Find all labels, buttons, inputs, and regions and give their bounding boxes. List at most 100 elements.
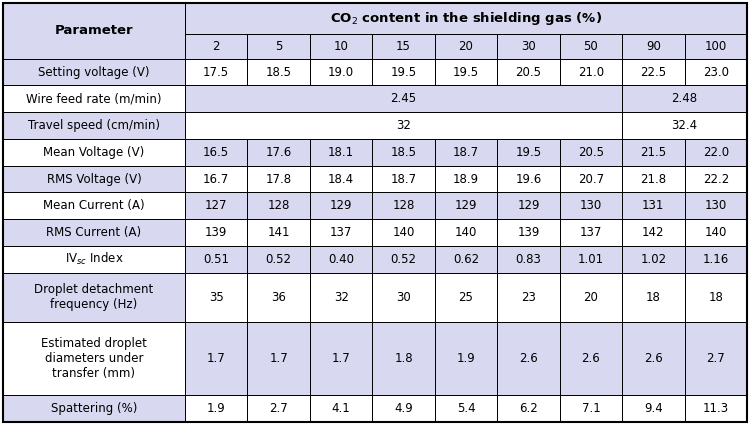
Bar <box>372 395 435 422</box>
Text: 1.7: 1.7 <box>269 352 288 365</box>
Text: 22.5: 22.5 <box>640 65 667 79</box>
Bar <box>3 3 185 59</box>
Text: 0.62: 0.62 <box>453 253 479 266</box>
Text: 140: 140 <box>454 226 477 239</box>
Text: 4.9: 4.9 <box>394 402 413 415</box>
Bar <box>435 193 497 219</box>
Bar <box>622 193 685 219</box>
Bar <box>622 219 685 246</box>
Text: 19.5: 19.5 <box>391 65 416 79</box>
Text: 20: 20 <box>584 291 598 304</box>
Text: 129: 129 <box>330 199 352 212</box>
Bar <box>310 219 372 246</box>
Text: 18.5: 18.5 <box>266 65 292 79</box>
Text: 137: 137 <box>580 226 602 239</box>
Text: 129: 129 <box>454 199 477 212</box>
Text: 23.0: 23.0 <box>703 65 729 79</box>
Bar <box>435 322 497 395</box>
Text: 20.7: 20.7 <box>578 173 604 186</box>
Text: 139: 139 <box>518 226 540 239</box>
Text: Wire feed rate (m/min): Wire feed rate (m/min) <box>26 92 162 105</box>
Text: 18.5: 18.5 <box>391 146 416 159</box>
Text: 2.7: 2.7 <box>706 352 725 365</box>
Bar <box>497 273 560 322</box>
Text: 130: 130 <box>580 199 602 212</box>
Bar <box>3 85 185 112</box>
Bar <box>185 219 248 246</box>
Bar <box>185 322 248 395</box>
Text: 17.8: 17.8 <box>266 173 292 186</box>
Text: 1.9: 1.9 <box>207 402 226 415</box>
Bar <box>497 59 560 85</box>
Text: Mean Voltage (V): Mean Voltage (V) <box>44 146 145 159</box>
Bar <box>622 85 747 112</box>
Text: 18.4: 18.4 <box>328 173 354 186</box>
Text: 30: 30 <box>396 291 411 304</box>
Bar <box>248 395 310 422</box>
Bar <box>248 34 310 59</box>
Bar <box>622 59 685 85</box>
Text: 50: 50 <box>584 40 598 53</box>
Text: 19.0: 19.0 <box>328 65 354 79</box>
Text: Mean Current (A): Mean Current (A) <box>44 199 145 212</box>
Text: 2.6: 2.6 <box>581 352 600 365</box>
Bar <box>622 166 685 193</box>
Bar <box>310 59 372 85</box>
Text: 2.6: 2.6 <box>519 352 538 365</box>
Bar <box>372 34 435 59</box>
Text: RMS Voltage (V): RMS Voltage (V) <box>46 173 141 186</box>
Bar <box>185 166 248 193</box>
Text: 20.5: 20.5 <box>578 146 604 159</box>
Text: 20.5: 20.5 <box>515 65 541 79</box>
Bar <box>560 193 622 219</box>
Bar <box>685 139 747 166</box>
Bar <box>622 112 747 139</box>
Bar <box>3 395 185 422</box>
Text: 131: 131 <box>642 199 664 212</box>
Bar <box>185 34 248 59</box>
Text: 21.5: 21.5 <box>640 146 667 159</box>
Text: 127: 127 <box>205 199 227 212</box>
Text: 15: 15 <box>396 40 411 53</box>
Text: 19.5: 19.5 <box>453 65 479 79</box>
Bar <box>622 395 685 422</box>
Bar <box>560 246 622 273</box>
Text: 18.1: 18.1 <box>328 146 354 159</box>
Text: 32: 32 <box>396 119 411 132</box>
Text: 5.4: 5.4 <box>457 402 476 415</box>
Text: 7.1: 7.1 <box>581 402 600 415</box>
Text: 5: 5 <box>275 40 282 53</box>
Text: 36: 36 <box>272 291 286 304</box>
Text: 10: 10 <box>334 40 349 53</box>
Bar <box>310 322 372 395</box>
Bar <box>560 219 622 246</box>
Bar <box>3 246 185 273</box>
Text: 1.01: 1.01 <box>578 253 604 266</box>
Bar <box>3 112 185 139</box>
Bar <box>3 59 185 85</box>
Bar <box>497 322 560 395</box>
Text: 129: 129 <box>518 199 540 212</box>
Bar <box>497 139 560 166</box>
Bar <box>560 273 622 322</box>
Bar <box>560 322 622 395</box>
Text: 21.0: 21.0 <box>578 65 604 79</box>
Bar <box>372 273 435 322</box>
Text: 1.7: 1.7 <box>332 352 350 365</box>
Text: 142: 142 <box>642 226 664 239</box>
Text: 16.7: 16.7 <box>203 173 229 186</box>
Bar <box>497 219 560 246</box>
Bar <box>310 166 372 193</box>
Bar <box>3 322 185 395</box>
Text: 2.48: 2.48 <box>671 92 698 105</box>
Bar <box>248 166 310 193</box>
Text: 90: 90 <box>646 40 661 53</box>
Text: 25: 25 <box>458 291 473 304</box>
Bar <box>622 34 685 59</box>
Bar <box>685 246 747 273</box>
Bar <box>435 166 497 193</box>
Text: 17.6: 17.6 <box>266 146 292 159</box>
Bar <box>248 193 310 219</box>
Bar <box>185 273 248 322</box>
Bar <box>3 3 185 59</box>
